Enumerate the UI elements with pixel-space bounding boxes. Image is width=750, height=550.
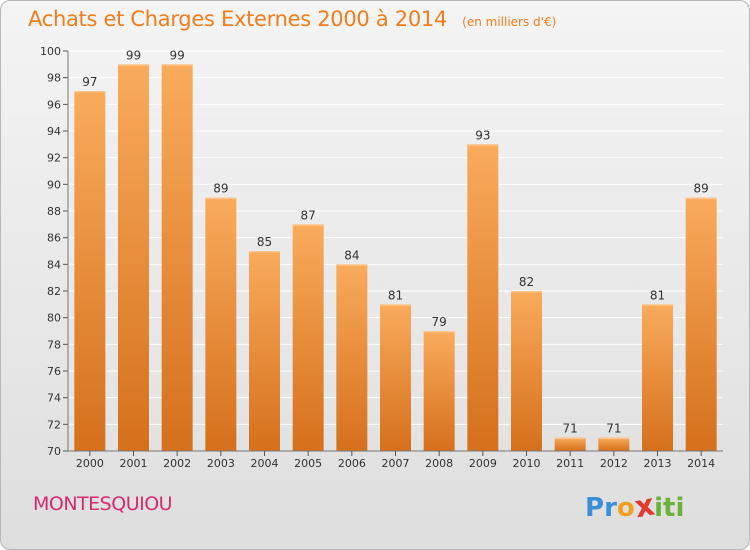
- y-tick-label: 100: [40, 45, 61, 58]
- y-tick-label: 82: [47, 285, 61, 298]
- bar-value-label: 79: [432, 315, 447, 329]
- bar-2003[interactable]: [205, 197, 237, 451]
- x-tick-label: 2012: [600, 457, 628, 470]
- bar-value-label: 81: [650, 288, 665, 302]
- bar-2007[interactable]: [380, 304, 411, 451]
- bar-top-highlight: [205, 197, 237, 200]
- bar-top-highlight: [642, 304, 673, 306]
- bar-value-label: 99: [170, 48, 185, 62]
- bar-2014[interactable]: [685, 197, 717, 451]
- bar-2012[interactable]: [598, 437, 630, 451]
- bar-top-highlight: [336, 264, 368, 266]
- x-tick-label: 2008: [425, 457, 453, 470]
- bar-value-label: 81: [388, 288, 403, 302]
- x-tick-label: 2003: [207, 457, 235, 470]
- bar-2000[interactable]: [74, 91, 106, 451]
- y-tick-label: 98: [47, 72, 61, 85]
- logo-letter: i: [675, 493, 685, 523]
- logo-letter: i: [654, 493, 664, 523]
- bar-top-highlight: [598, 437, 630, 440]
- bar-value-label: 71: [606, 422, 621, 436]
- bar-top-highlight: [467, 144, 499, 146]
- x-tick-label: 2007: [382, 457, 410, 470]
- x-tick-label: 2005: [294, 457, 322, 470]
- bar-top-highlight: [380, 304, 411, 306]
- bar-top-highlight: [118, 64, 149, 66]
- x-axis: 2000 2001 2002 2003 2004 2005 2006 2007 2008 2009…: [68, 450, 723, 470]
- chart-subtitle: (en milliers d'€): [462, 15, 557, 29]
- bar-value-label: 89: [213, 182, 228, 196]
- bar-value-label: 99: [126, 48, 141, 62]
- logo-letter: P: [585, 493, 605, 523]
- bar-2008[interactable]: [423, 331, 455, 451]
- bar-value-label: 93: [475, 128, 490, 142]
- bar-2002[interactable]: [161, 64, 193, 452]
- y-tick-label: 72: [47, 418, 61, 431]
- logo-letter: r: [604, 493, 617, 523]
- y-tick-label: 74: [47, 392, 61, 405]
- bar-value-label: 84: [344, 248, 359, 262]
- bar-top-highlight: [685, 197, 717, 200]
- x-tick-label: 2002: [163, 457, 191, 470]
- y-tick-label: 94: [47, 125, 61, 138]
- bar-value-label: 82: [519, 275, 534, 289]
- bar-value-label: 71: [563, 422, 578, 436]
- y-tick-label: 88: [47, 205, 61, 218]
- bar-top-highlight: [511, 291, 542, 293]
- x-tick-label: 2001: [120, 457, 148, 470]
- y-tick-label: 92: [47, 152, 61, 165]
- bar-value-label: 97: [82, 75, 97, 89]
- y-tick-label: 86: [47, 232, 61, 245]
- bar-top-highlight: [292, 224, 324, 226]
- bar-top-highlight: [74, 91, 106, 93]
- bar-2004[interactable]: [249, 251, 280, 451]
- bar-top-highlight: [249, 251, 280, 253]
- commune-name: MONTESQUIOU: [33, 493, 173, 515]
- logo-letter: t: [663, 493, 676, 523]
- x-tick-label: 2006: [338, 457, 366, 470]
- bar-value-label: 89: [694, 182, 709, 196]
- bar-top-highlight: [423, 331, 455, 333]
- x-tick-label: 2004: [251, 457, 279, 470]
- x-tick-label: 2011: [556, 457, 584, 470]
- proxiti-logo[interactable]: Proxiti: [585, 488, 685, 526]
- bars: 97 99 99 89 85 87 84 81 79 93 82 71 71 81 89: [74, 48, 717, 452]
- x-tick-label: 2014: [687, 457, 715, 470]
- bar-top-highlight: [554, 437, 586, 440]
- bar-top-highlight: [161, 64, 193, 66]
- bar-value-label: 85: [257, 235, 272, 249]
- bar-2009[interactable]: [467, 144, 499, 452]
- y-tick-label: 70: [47, 445, 61, 458]
- bar-2011[interactable]: [554, 437, 586, 451]
- bar-2013[interactable]: [642, 304, 673, 451]
- y-tick-label: 84: [47, 258, 61, 271]
- x-tick-label: 2013: [644, 457, 672, 470]
- x-tick-label: 2000: [76, 457, 104, 470]
- bar-2005[interactable]: [292, 224, 324, 451]
- y-axis: 70 72 74 76 78 80 82 84 86 88 90 92 94 96 98 100: [40, 45, 69, 458]
- y-tick-label: 90: [47, 178, 61, 191]
- y-tick-label: 80: [47, 312, 61, 325]
- bar-2001[interactable]: [118, 64, 149, 452]
- bar-value-label: 87: [301, 208, 316, 222]
- y-tick-label: 78: [47, 338, 61, 351]
- title-row: Achats et Charges Externes 2000 à 2014 (…: [28, 7, 556, 31]
- x-tick-label: 2009: [469, 457, 497, 470]
- chart-title: Achats et Charges Externes 2000 à 2014: [28, 7, 448, 31]
- logo-letter: o: [616, 493, 635, 523]
- y-tick-label: 76: [47, 365, 61, 378]
- bar-2006[interactable]: [336, 264, 368, 451]
- bar-2010[interactable]: [511, 291, 542, 451]
- y-tick-label: 96: [47, 98, 61, 111]
- x-tick-label: 2010: [513, 457, 541, 470]
